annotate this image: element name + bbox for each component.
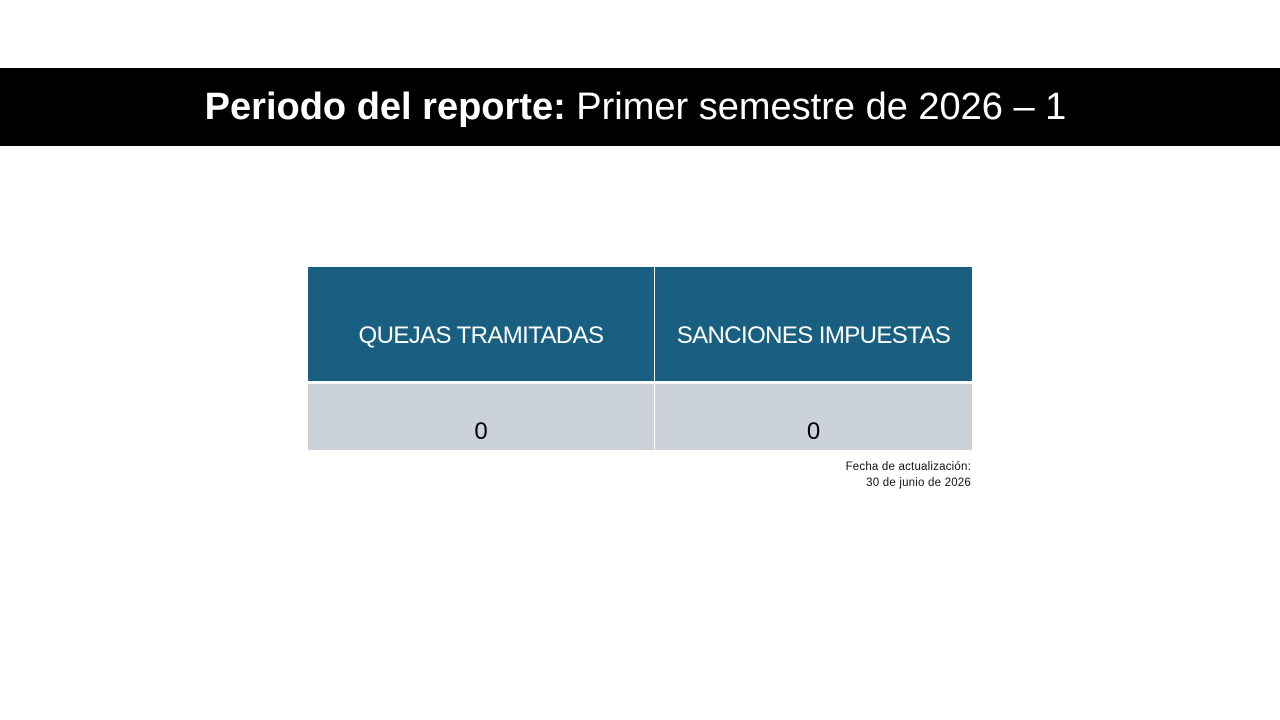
- column-header-quejas: QUEJAS TRAMITADAS: [308, 267, 655, 384]
- title-band: Periodo del reporte: Primer semestre de …: [0, 68, 1280, 146]
- title-label: Periodo del reporte:: [204, 86, 566, 128]
- table-header-row: QUEJAS TRAMITADAS SANCIONES IMPUESTAS: [308, 267, 972, 384]
- update-label: Fecha de actualización:: [845, 461, 971, 473]
- update-note: Fecha de actualización: 30 de junio de 2…: [700, 459, 971, 491]
- quejas-value: 0: [308, 384, 655, 450]
- sanciones-value: 0: [655, 384, 972, 450]
- column-header-sanciones: SANCIONES IMPUESTAS: [655, 267, 972, 384]
- title-period: Primer semestre de 2026 – 1: [576, 86, 1067, 128]
- page-title: Periodo del reporte: Primer semestre de …: [205, 88, 1067, 126]
- report-table: QUEJAS TRAMITADAS SANCIONES IMPUESTAS 0 …: [308, 267, 972, 450]
- table-row: 0 0: [308, 384, 972, 450]
- update-date: 30 de junio de 2026: [866, 477, 971, 489]
